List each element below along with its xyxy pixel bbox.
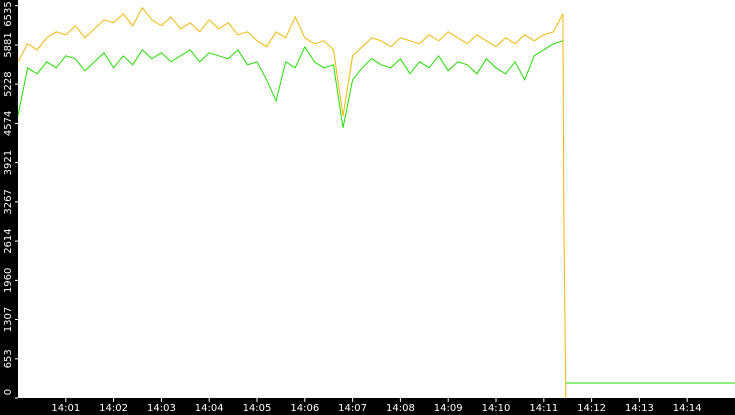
x-tick-label: 14:02 bbox=[99, 403, 128, 414]
series-line bbox=[17, 40, 735, 384]
x-tick-label: 14:14 bbox=[673, 403, 702, 414]
y-tick-label: 3921 bbox=[3, 150, 14, 175]
x-tick-label: 14:01 bbox=[51, 403, 80, 414]
x-tick-label: 14:11 bbox=[529, 403, 558, 414]
x-tick-label: 14:12 bbox=[577, 403, 606, 414]
y-tick-label: 4574 bbox=[3, 111, 14, 136]
y-tick-label: 1960 bbox=[3, 268, 14, 293]
y-tick-label: 5228 bbox=[3, 71, 14, 96]
y-tick-label: 5881 bbox=[3, 32, 14, 57]
x-tick-label: 14:06 bbox=[290, 403, 319, 414]
y-tick-label: 3267 bbox=[3, 189, 14, 214]
x-tick-label: 14:05 bbox=[243, 403, 272, 414]
y-tick-label: 1307 bbox=[3, 307, 14, 332]
y-tick-label: 0 bbox=[3, 389, 14, 395]
x-tick-label: 14:04 bbox=[195, 403, 224, 414]
x-tick-label: 14:09 bbox=[434, 403, 463, 414]
series-line bbox=[17, 6, 567, 399]
y-tick-label: 2614 bbox=[3, 228, 14, 253]
x-tick-label: 14:07 bbox=[338, 403, 367, 414]
x-tick-label: 14:08 bbox=[386, 403, 415, 414]
x-tick-label: 14:10 bbox=[482, 403, 511, 414]
y-tick-label: 653 bbox=[3, 349, 14, 368]
x-tick-label: 14:03 bbox=[147, 403, 176, 414]
y-tick-label: 6535 bbox=[3, 1, 14, 26]
x-tick-label: 14:13 bbox=[625, 403, 654, 414]
plot-area bbox=[18, 0, 735, 398]
